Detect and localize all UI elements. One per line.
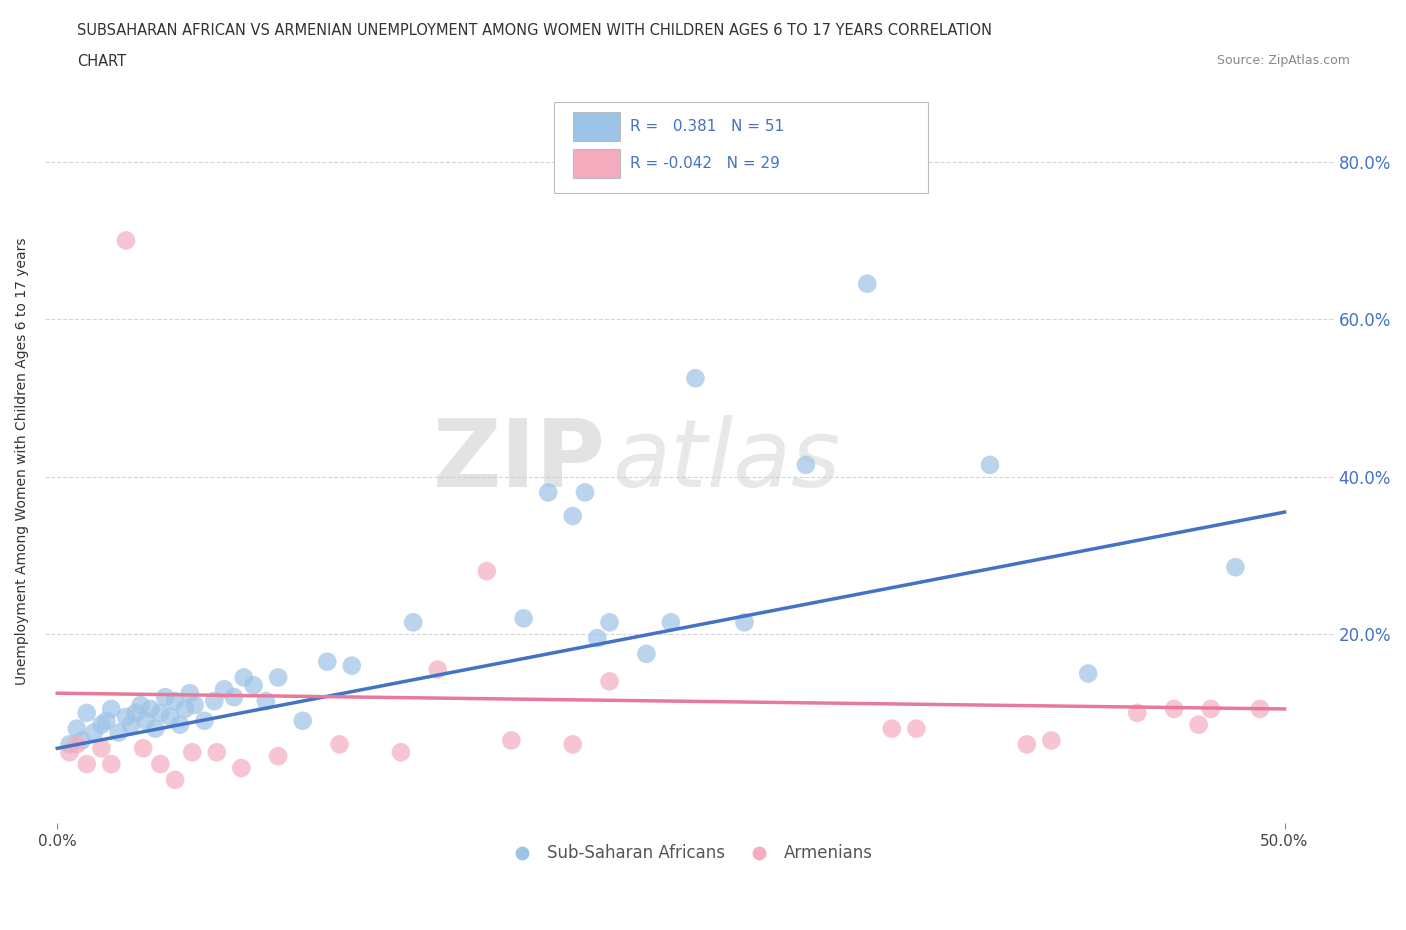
Point xyxy=(125,706,148,721)
Point xyxy=(76,706,98,721)
Point xyxy=(267,749,290,764)
Point xyxy=(181,745,204,760)
Point xyxy=(100,701,122,716)
Point xyxy=(165,773,187,788)
Point xyxy=(90,741,112,756)
Point xyxy=(501,733,523,748)
Point xyxy=(66,721,89,736)
FancyBboxPatch shape xyxy=(554,102,928,193)
Point xyxy=(905,721,928,736)
Point xyxy=(165,694,187,709)
Point xyxy=(1015,737,1038,751)
Point xyxy=(979,458,1001,472)
Point xyxy=(129,698,152,712)
Point xyxy=(179,685,201,700)
Point xyxy=(561,737,583,751)
Point xyxy=(1163,701,1185,716)
Point xyxy=(1199,701,1222,716)
Point xyxy=(1225,560,1247,575)
Point xyxy=(599,674,621,689)
Point xyxy=(475,564,498,578)
Text: CHART: CHART xyxy=(77,54,127,69)
Point xyxy=(659,615,682,630)
Point xyxy=(183,698,205,712)
Point xyxy=(512,611,534,626)
Point xyxy=(1040,733,1063,748)
Point xyxy=(389,745,412,760)
Point xyxy=(120,717,142,732)
Point xyxy=(212,682,235,697)
Text: R = -0.042   N = 29: R = -0.042 N = 29 xyxy=(630,155,780,171)
FancyBboxPatch shape xyxy=(574,149,620,178)
Point xyxy=(537,485,560,499)
Point xyxy=(242,678,264,693)
Text: SUBSAHARAN AFRICAN VS ARMENIAN UNEMPLOYMENT AMONG WOMEN WITH CHILDREN AGES 6 TO : SUBSAHARAN AFRICAN VS ARMENIAN UNEMPLOYM… xyxy=(77,23,993,38)
Point xyxy=(83,725,105,740)
Point xyxy=(90,717,112,732)
Point xyxy=(202,694,225,709)
Point xyxy=(66,737,89,751)
Point xyxy=(856,276,879,291)
Text: ZIP: ZIP xyxy=(433,415,606,507)
Legend: Sub-Saharan Africans, Armenians: Sub-Saharan Africans, Armenians xyxy=(499,838,880,870)
Point xyxy=(685,371,707,386)
Point xyxy=(70,733,93,748)
Point xyxy=(316,655,339,670)
Point xyxy=(115,710,138,724)
Point xyxy=(139,701,162,716)
Point xyxy=(155,690,177,705)
Point xyxy=(100,757,122,772)
Y-axis label: Unemployment Among Women with Children Ages 6 to 17 years: Unemployment Among Women with Children A… xyxy=(15,237,30,684)
FancyBboxPatch shape xyxy=(574,113,620,141)
Point xyxy=(173,701,195,716)
Point xyxy=(267,670,290,684)
Point xyxy=(132,741,155,756)
Point xyxy=(734,615,756,630)
Point xyxy=(135,713,157,728)
Point xyxy=(426,662,449,677)
Point xyxy=(58,745,80,760)
Point xyxy=(599,615,621,630)
Point xyxy=(1249,701,1271,716)
Point xyxy=(76,757,98,772)
Point xyxy=(149,757,172,772)
Point xyxy=(291,713,314,728)
Point xyxy=(193,713,215,728)
Point xyxy=(222,690,245,705)
Point xyxy=(231,761,253,776)
Point xyxy=(96,713,118,728)
Point xyxy=(586,631,609,645)
Point xyxy=(1077,666,1099,681)
Point xyxy=(149,706,172,721)
Point xyxy=(340,658,363,673)
Point xyxy=(169,717,191,732)
Point xyxy=(1188,717,1211,732)
Point xyxy=(1126,706,1149,721)
Point xyxy=(636,646,658,661)
Point xyxy=(880,721,903,736)
Point xyxy=(328,737,350,751)
Point xyxy=(232,670,254,684)
Point xyxy=(794,458,817,472)
Point xyxy=(115,233,138,248)
Text: Source: ZipAtlas.com: Source: ZipAtlas.com xyxy=(1216,54,1350,67)
Text: atlas: atlas xyxy=(612,416,841,507)
Point xyxy=(574,485,596,499)
Point xyxy=(402,615,425,630)
Point xyxy=(159,710,181,724)
Point xyxy=(58,737,80,751)
Point xyxy=(561,509,583,524)
Point xyxy=(107,725,129,740)
Point xyxy=(205,745,228,760)
Point xyxy=(254,694,277,709)
Text: R =   0.381   N = 51: R = 0.381 N = 51 xyxy=(630,119,785,135)
Point xyxy=(145,721,167,736)
